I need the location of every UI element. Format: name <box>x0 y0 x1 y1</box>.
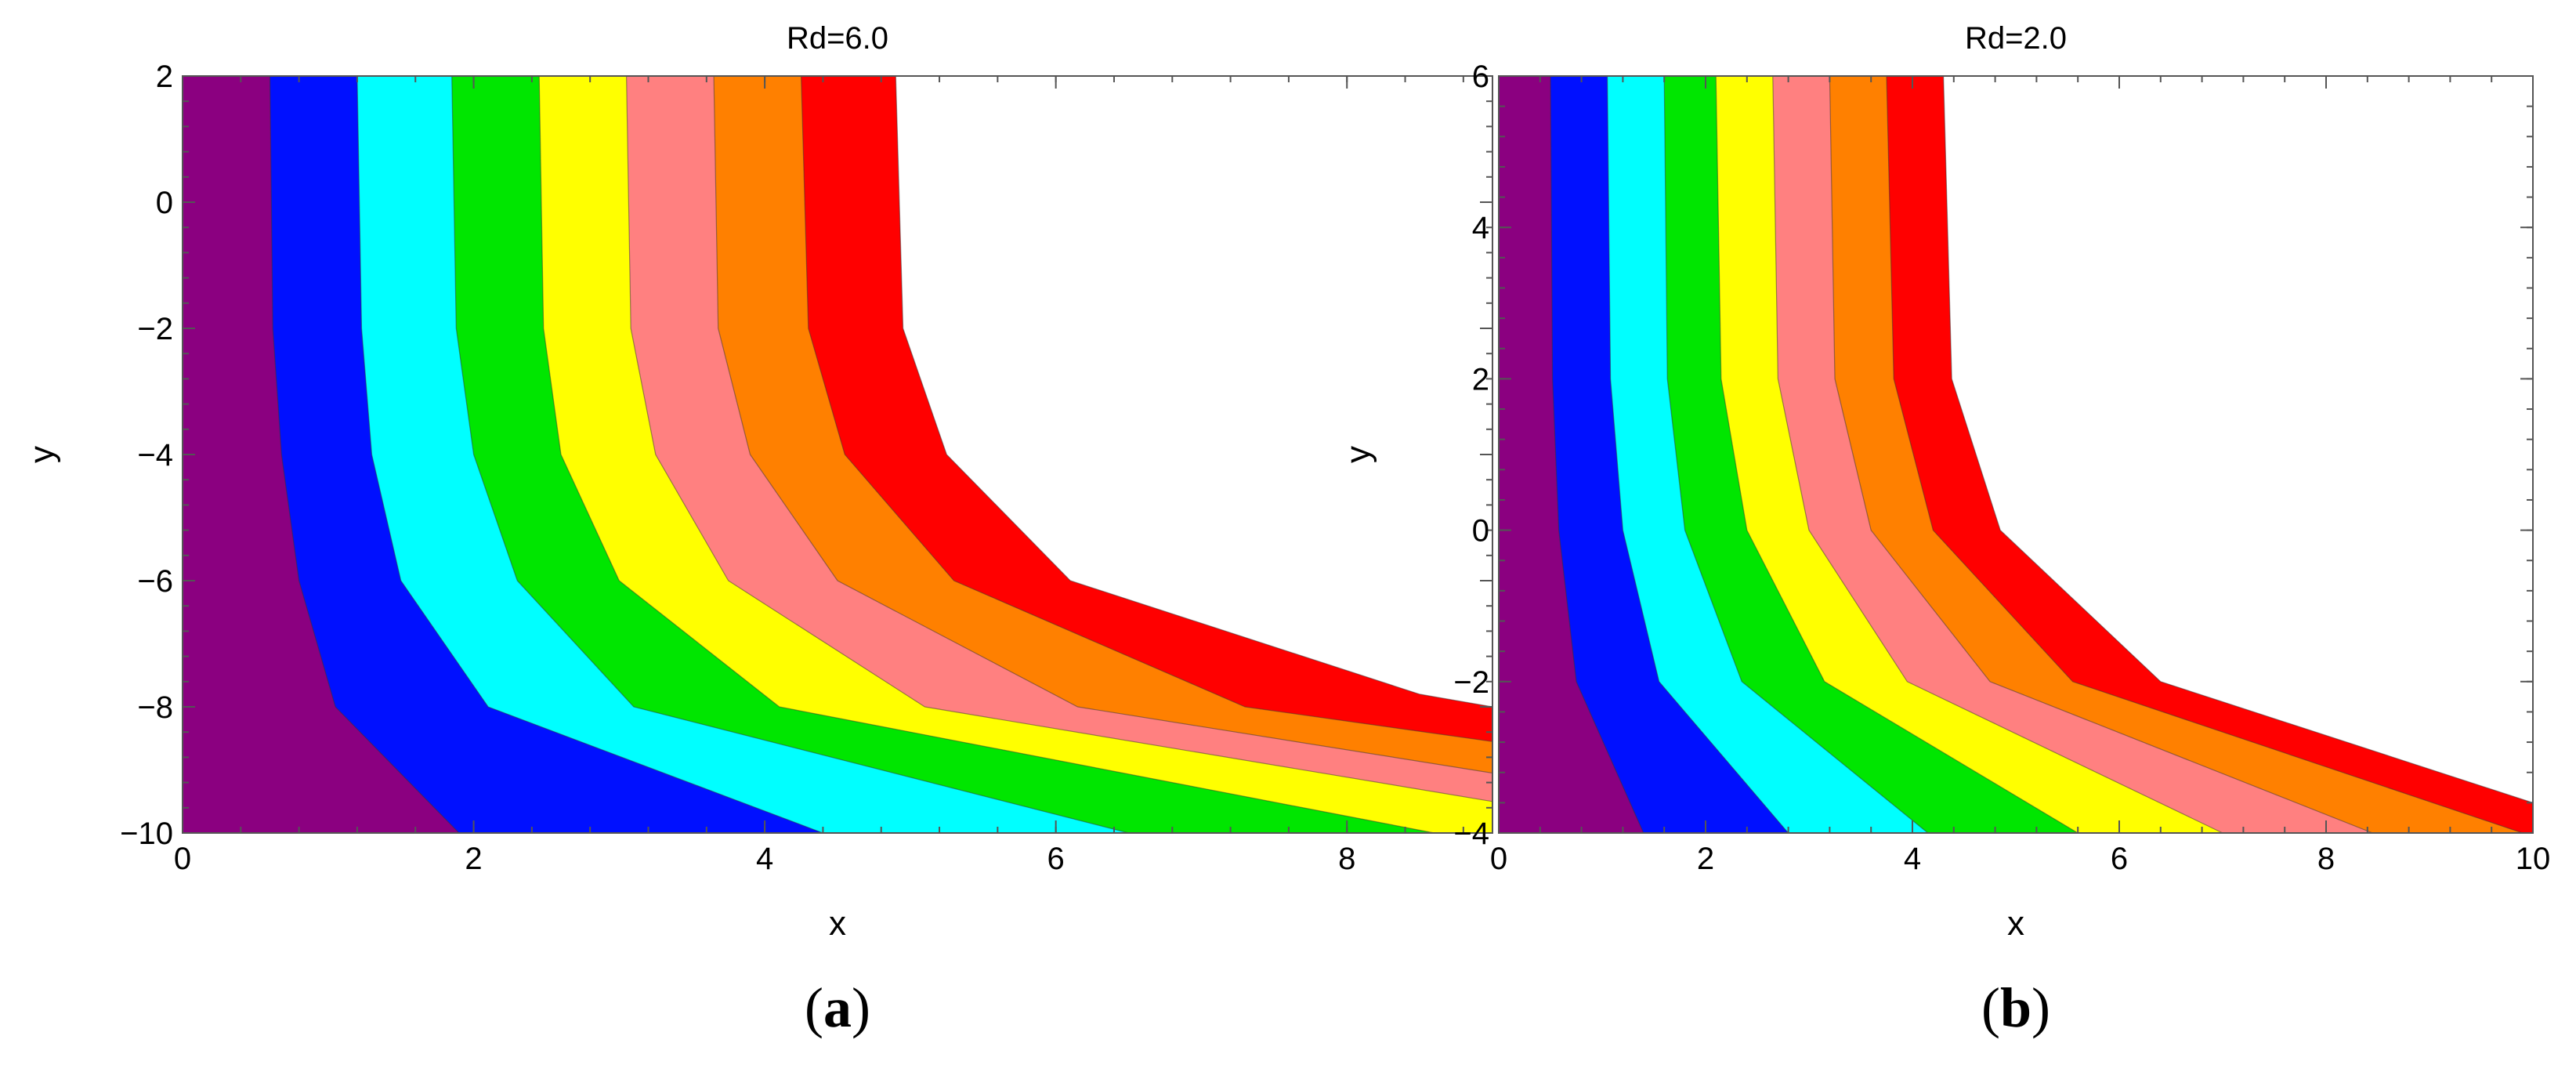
contour-line-a-6 <box>713 76 1492 774</box>
x-tick-label-a: 8 <box>1338 842 1355 876</box>
contour-line-a-3 <box>451 76 1129 833</box>
contour-line-a-1 <box>269 76 460 833</box>
y-tick-label-b: −2 <box>1453 665 1489 700</box>
y-tick-label-b: 2 <box>1472 362 1489 397</box>
y-tick-label-a: −6 <box>137 564 173 599</box>
contour-line-a-7 <box>801 76 1492 742</box>
y-axis-label-a: y <box>23 446 61 463</box>
contour-line-b-3 <box>1663 76 1929 833</box>
caption-b: (b) <box>1981 976 2050 1039</box>
y-tick-label-a: −8 <box>137 690 173 725</box>
x-tick-label-b: 8 <box>2317 842 2335 876</box>
panel-b: 0 2 4 6 8 10 −4 −2 0 2 4 6 Rd=2.0 x y (b) <box>1339 21 2550 1039</box>
contour-band-a-1 <box>183 76 459 833</box>
y-tick-label-a: −2 <box>137 312 173 346</box>
contour-line-a-5 <box>626 76 1492 802</box>
x-tick-label-a: 4 <box>756 842 773 876</box>
caption-letter-b: b <box>2000 976 2031 1039</box>
y-tick-label-a: 2 <box>156 60 173 94</box>
contour-line-b-1 <box>1550 76 1644 833</box>
contour-line-a-2 <box>356 76 823 833</box>
contour-band-a-2 <box>183 76 823 833</box>
contour-bands-a <box>183 76 1492 833</box>
y-tick-label-b: 6 <box>1472 60 1489 94</box>
y-tick-label-a: −10 <box>120 817 173 851</box>
contour-line-b-4 <box>1715 76 2079 833</box>
x-axis-label-b: x <box>2007 904 2024 943</box>
y-tick-label-a: 0 <box>156 186 173 220</box>
contour-line-a-8 <box>895 76 1492 708</box>
y-tick-label-b: 4 <box>1472 211 1489 245</box>
y-axis-label-b: y <box>1339 446 1377 463</box>
ticks-a: 0 2 4 6 8 −10 −8 −6 −4 −2 0 2 <box>120 60 1492 876</box>
contour-line-b-2 <box>1607 76 1789 833</box>
chart-title-a: Rd=6.0 <box>787 21 888 56</box>
y-tick-label-a: −4 <box>137 438 173 473</box>
chart-title-b: Rd=2.0 <box>1965 21 2067 56</box>
caption-a: (a) <box>805 976 870 1039</box>
contour-line-b-6 <box>1829 76 2373 833</box>
caption-letter-a: a <box>823 976 852 1039</box>
x-tick-label-b: 0 <box>1490 842 1507 876</box>
x-tick-label-b: 6 <box>2111 842 2128 876</box>
panel-a: 0 2 4 6 8 −10 −8 −6 −4 −2 0 2 Rd=6.0 x y (a) <box>23 21 1493 1039</box>
contour-line-b-5 <box>1772 76 2223 833</box>
x-tick-label-b: 10 <box>2516 842 2551 876</box>
contour-line-b-7 <box>1886 76 2523 833</box>
y-tick-label-b: −4 <box>1453 817 1489 851</box>
x-tick-label-a: 0 <box>174 842 191 876</box>
plot-frame-b <box>1498 75 2534 834</box>
contour-bands-b <box>1499 76 2533 833</box>
contour-lines-b <box>1550 76 2533 833</box>
contour-lines-a <box>269 76 1492 833</box>
x-axis-label-a: x <box>829 904 846 943</box>
ticks-b: 0 2 4 6 8 10 −4 −2 0 2 4 6 <box>1453 60 2550 876</box>
contour-line-a-4 <box>538 76 1435 833</box>
contour-band-b-1 <box>1499 76 1644 833</box>
x-tick-label-b: 2 <box>1697 842 1714 876</box>
x-tick-label-a: 2 <box>465 842 482 876</box>
x-tick-label-a: 6 <box>1047 842 1065 876</box>
x-tick-label-b: 4 <box>1904 842 1921 876</box>
contour-line-b-8 <box>1943 76 2533 803</box>
y-tick-label-b: 0 <box>1472 514 1489 549</box>
